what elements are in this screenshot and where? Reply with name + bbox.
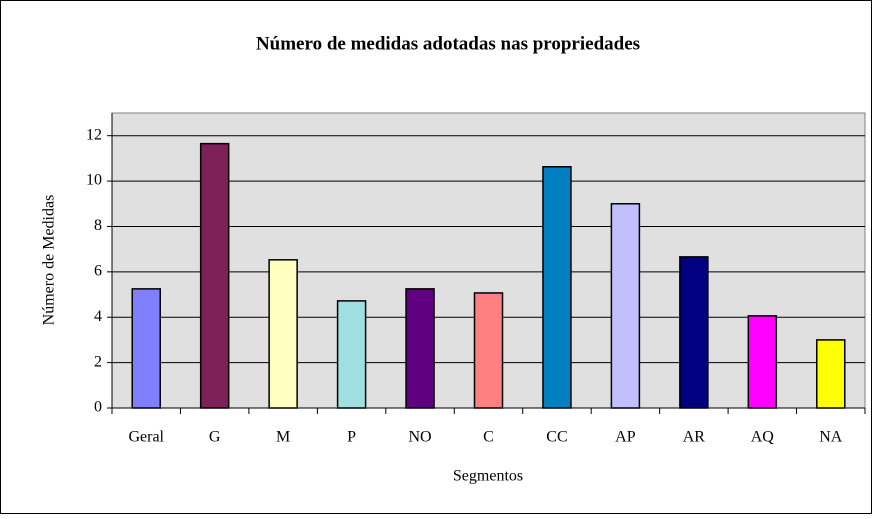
bar	[610, 203, 641, 409]
x-tick-label: M	[276, 429, 290, 446]
y-tick-label: 12	[86, 126, 102, 143]
x-tick-label: NO	[408, 429, 431, 446]
x-tick-label: AQ	[751, 429, 775, 446]
x-axis-label: Segmentos	[453, 468, 523, 485]
y-tick-label: 2	[94, 353, 102, 370]
bar	[199, 142, 230, 409]
bar	[542, 166, 572, 409]
x-tick-label: Geral	[128, 429, 164, 446]
x-tick-label: CC	[546, 429, 567, 446]
y-axis-label: Número de Medidas	[41, 195, 58, 326]
x-tick-label: P	[347, 429, 356, 446]
x-tick-label: G	[209, 429, 221, 446]
x-tick-label: NA	[819, 429, 843, 446]
y-tick-label: 4	[94, 308, 102, 325]
x-tick-label: C	[483, 429, 494, 446]
bar	[816, 339, 846, 409]
bar	[679, 256, 709, 409]
x-tick-label: AR	[683, 429, 706, 446]
y-tick-label: 8	[94, 217, 102, 234]
y-tick-label: 10	[86, 172, 102, 189]
y-tick-label: 6	[94, 263, 102, 280]
bar	[336, 300, 367, 409]
bar	[473, 292, 504, 409]
chart-title: Número de medidas adotadas nas proprieda…	[256, 33, 640, 54]
y-tick-label: 0	[94, 399, 102, 416]
bar	[747, 315, 778, 409]
x-tick-label: AP	[615, 429, 636, 446]
bar	[131, 288, 161, 409]
bar	[405, 288, 435, 409]
bar	[268, 259, 298, 409]
